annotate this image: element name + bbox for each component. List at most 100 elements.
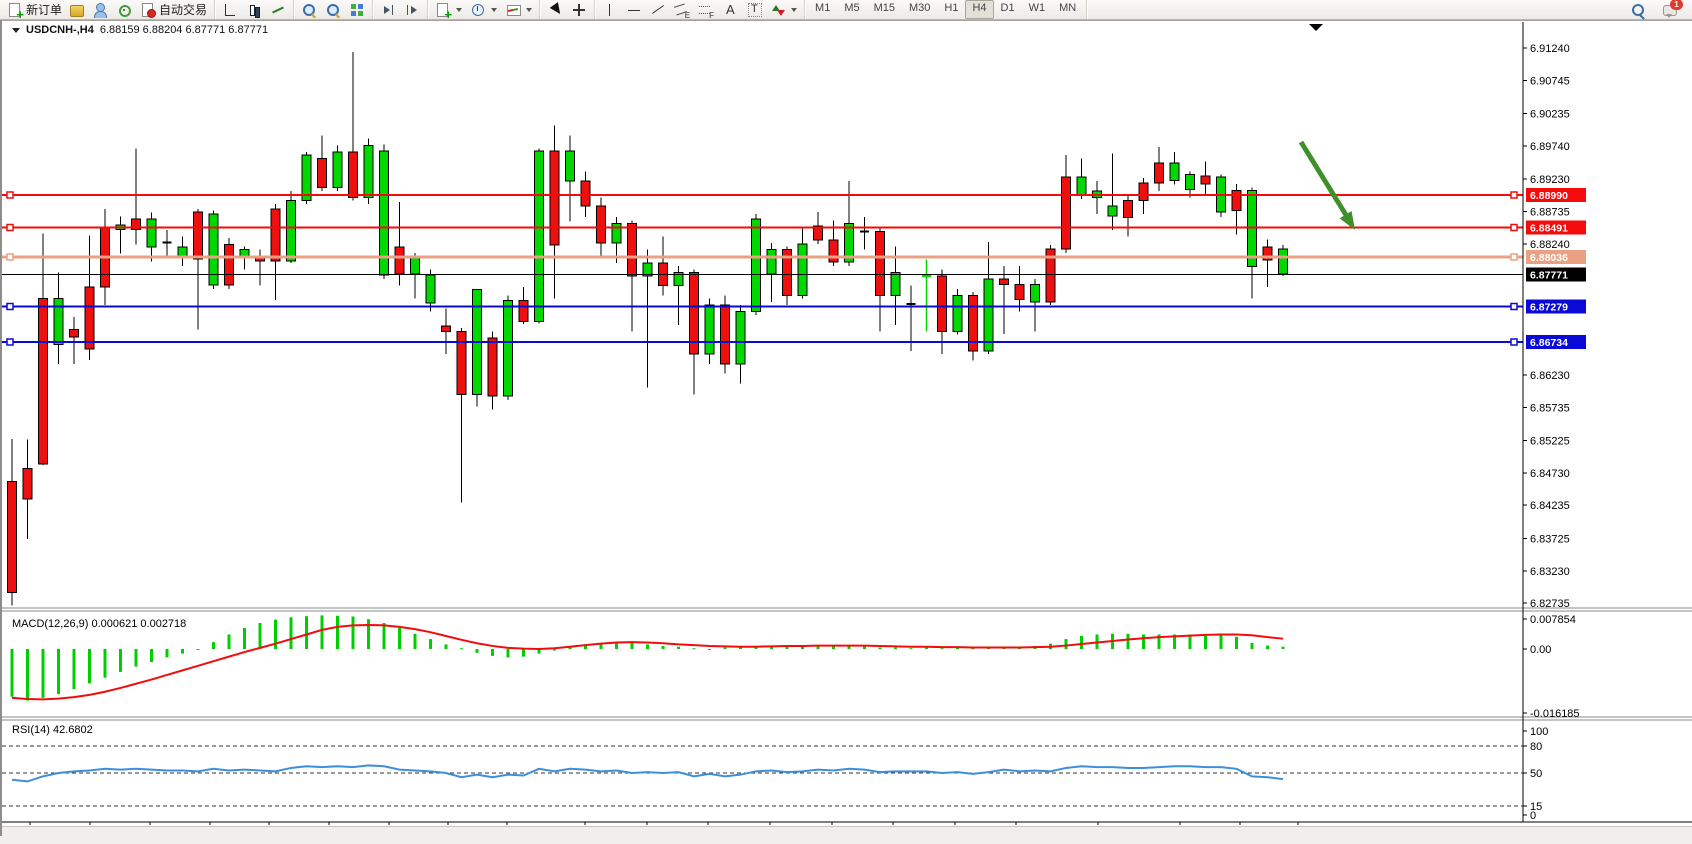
status-strip <box>2 826 1692 836</box>
timeframe-h1-button[interactable]: H1 <box>944 2 959 14</box>
zoom-in-icon <box>301 2 317 18</box>
timeframe-m1-button[interactable]: M1 <box>815 2 831 14</box>
search-icon <box>1630 2 1646 18</box>
line-chart-button[interactable] <box>266 0 290 20</box>
symbol-period-label: USDCNH-,H4 <box>26 24 94 36</box>
fibonacci-button[interactable] <box>694 0 718 20</box>
svg-text:6.88036: 6.88036 <box>1530 252 1568 264</box>
profile-button[interactable] <box>88 0 112 20</box>
candlestick-chart[interactable]: 6.88990 6.88491 6.88036 6.87771 6.87279 6.867… <box>1 21 1692 838</box>
price-tick-label: 6.82735 <box>1530 598 1570 610</box>
zoom-in-button[interactable] <box>297 0 321 20</box>
autotrading-button-label: 自动交易 <box>159 3 208 17</box>
tile-windows-button[interactable] <box>345 0 369 20</box>
ohlc-values: 6.88159 6.88204 6.87771 6.87771 <box>99 24 269 36</box>
svg-text:6.87279: 6.87279 <box>1530 302 1568 314</box>
horizontal-line-button[interactable] <box>622 0 646 20</box>
price-tick-label: 6.84235 <box>1530 500 1570 512</box>
indicators-button[interactable] <box>501 0 536 20</box>
new-order-button[interactable]: 新订单 <box>3 0 66 22</box>
price-tick-label: 6.90235 <box>1530 109 1570 121</box>
text-label-button[interactable] <box>742 0 766 20</box>
toolbar-group-trade: 新订单 自动交易 <box>0 0 216 22</box>
hline-6.88990[interactable]: 6.88990 <box>2 188 1586 202</box>
hline-6.87771[interactable]: 6.87771 <box>2 267 1586 282</box>
chat-icon: 1 <box>1662 0 1683 18</box>
timeframe-m30-button[interactable]: M30 <box>909 2 931 14</box>
timeframe-mn-button[interactable]: MN <box>1059 2 1077 14</box>
price-tick-label: 6.83725 <box>1530 534 1570 546</box>
trendline-icon <box>650 2 666 18</box>
text-button[interactable] <box>718 0 742 20</box>
trend-arrow-annotation[interactable] <box>1298 140 1355 230</box>
equidistant-channel-button[interactable] <box>670 0 694 20</box>
chart-window[interactable]: USDCNH-,H4 6.88159 6.88204 6.87771 6.877… <box>0 20 1692 838</box>
timeframe-w1-button[interactable]: W1 <box>1028 2 1046 14</box>
chart-shift-icon <box>404 2 420 18</box>
cursor-button[interactable] <box>543 0 567 20</box>
vertical-line-icon <box>602 2 618 18</box>
hline-6.88036[interactable]: 6.88036 <box>2 250 1586 264</box>
svg-text:-0.016185: -0.016185 <box>1530 708 1580 720</box>
chart-title[interactable]: USDCNH-,H4 6.88159 6.88204 6.87771 6.877… <box>12 24 268 36</box>
bar-chart-button[interactable] <box>218 0 242 20</box>
svg-text:6.88990: 6.88990 <box>1530 190 1568 202</box>
chevron-down-icon[interactable] <box>456 7 463 12</box>
vertical-line-button[interactable] <box>598 0 622 20</box>
hline-6.86734[interactable]: 6.86734 <box>2 335 1586 349</box>
tile-windows-icon <box>349 2 365 18</box>
macd-signal-line <box>11 623 1284 701</box>
chart-shift-marker[interactable] <box>1309 24 1323 31</box>
trendline-button[interactable] <box>646 0 670 20</box>
price-tick-label: 6.88735 <box>1530 207 1570 219</box>
periods-icon <box>470 2 486 18</box>
toolbar-group-objects-a <box>428 0 541 22</box>
svg-text:6.86734: 6.86734 <box>1530 337 1568 349</box>
toolbar-group-timeframes: M1 M5 M15 M30 H1 H4 D1 W1 MN <box>805 0 1088 19</box>
price-tick-label: 6.91240 <box>1530 43 1570 55</box>
candlestick-chart-button[interactable] <box>242 0 266 20</box>
svg-text:80: 80 <box>1530 741 1542 753</box>
svg-text:100: 100 <box>1530 726 1548 738</box>
styler-icon <box>70 5 85 17</box>
zoom-out-button[interactable] <box>321 0 345 20</box>
chart-menu-triangle-icon[interactable] <box>12 27 20 33</box>
chat-button[interactable]: 1 <box>1658 0 1683 20</box>
chevron-down-icon[interactable] <box>526 7 533 12</box>
new-order-icon <box>7 2 24 22</box>
hline-6.88491[interactable]: 6.88491 <box>2 220 1586 235</box>
svg-text:50: 50 <box>1530 768 1542 780</box>
crosshair-button[interactable] <box>567 0 591 20</box>
autotrading-icon <box>140 2 157 18</box>
crosshair-icon <box>571 2 587 18</box>
toolbar-group-zoom <box>294 0 374 20</box>
text-icon <box>722 2 738 18</box>
rsi-line <box>11 764 1284 783</box>
chart-shift-button[interactable] <box>400 0 424 20</box>
timeframe-d1-button[interactable]: D1 <box>1000 2 1015 14</box>
price-tick-label: 6.89230 <box>1530 174 1570 186</box>
svg-text:0: 0 <box>1530 810 1536 822</box>
chevron-down-icon[interactable] <box>791 7 798 12</box>
new-chart-button[interactable] <box>431 0 466 22</box>
arrows-icon <box>770 2 786 18</box>
price-tick-label: 6.86230 <box>1530 370 1570 382</box>
price-tick-label: 6.89740 <box>1530 141 1570 153</box>
signals-button[interactable] <box>112 0 136 20</box>
chevron-down-icon[interactable] <box>491 7 498 12</box>
timeframe-m15-button[interactable]: M15 <box>873 2 895 14</box>
profile-icon <box>92 2 108 18</box>
toolbar-group-drawing <box>595 0 806 20</box>
toolbar: 新订单 自动交易 M1 M5 M15 M30 H1 H4 D1 W1 MN 1 <box>0 0 1692 22</box>
timeframe-m5-button[interactable]: M5 <box>844 2 860 14</box>
arrows-button[interactable] <box>766 0 801 20</box>
timeframe-h4-button[interactable]: H4 <box>965 0 994 19</box>
styler-button[interactable] <box>66 0 88 20</box>
periods-button[interactable] <box>466 0 501 20</box>
auto-scroll-button[interactable] <box>376 0 400 20</box>
autotrading-button[interactable]: 自动交易 <box>136 0 211 20</box>
hline-6.87279[interactable]: 6.87279 <box>2 299 1586 314</box>
search-button[interactable] <box>1626 0 1650 20</box>
candlestick-chart-icon <box>246 2 262 18</box>
svg-text:0.00: 0.00 <box>1530 644 1551 656</box>
